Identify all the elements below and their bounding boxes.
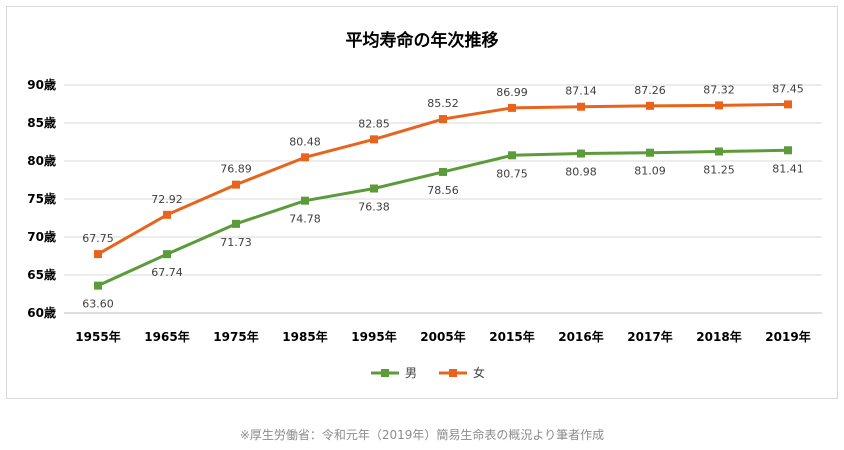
data-point-male [163,250,171,259]
source-note: ※厚生労働省：令和元年（2019年）簡易生命表の概況より筆者作成 [239,428,605,442]
x-tick-label: 2019年 [765,329,810,344]
chart-title: 平均寿命の年次推移 [346,30,499,51]
data-point-female [508,103,516,112]
data-label: 78.56 [427,184,459,197]
data-point-male [439,167,447,176]
series-line-female [97,102,789,256]
y-tick-label: 70歳 [27,229,56,244]
chart-frame [6,6,838,399]
x-tick-label: 2016年 [558,329,603,344]
data-label: 72.92 [151,193,183,206]
data-point-male [577,149,585,158]
data-label: 81.09 [634,165,666,178]
y-tick-label: 90歳 [27,77,56,92]
data-point-male [232,219,240,228]
x-tick-label: 1995年 [351,329,396,344]
data-point-female [577,102,585,111]
data-label: 82.85 [358,117,390,130]
legend-label: 女 [473,365,485,380]
x-tick-label: 2005年 [420,329,465,344]
data-label: 81.25 [703,164,735,177]
line-chart: 平均寿命の年次推移 60歳 65歳 70歳 75歳 80歳 85歳 90歳 1955年 1965年… [27,30,822,380]
y-tick-label: 80歳 [27,153,56,168]
data-label: 86.99 [496,86,528,99]
data-label: 80.48 [289,135,321,148]
data-point-female [163,210,171,219]
y-tick-label: 75歳 [27,191,56,206]
data-point-male [784,146,792,155]
x-tick-label: 1975年 [213,329,258,344]
x-tick-label: 1955年 [75,329,120,344]
data-label: 80.98 [565,166,597,179]
x-tick-label: 1965年 [144,329,189,344]
x-tick-label: 2015年 [489,329,534,344]
data-label: 87.14 [565,85,597,98]
data-label: 76.89 [220,163,252,176]
y-tick-label: 60歳 [27,305,56,320]
data-point-female [232,180,240,189]
data-label: 81.41 [772,162,804,175]
y-tick-label: 65歳 [27,267,56,282]
data-label: 87.26 [634,84,666,97]
data-label: 67.74 [151,266,183,279]
data-point-female [715,101,723,110]
data-label: 76.38 [358,201,390,214]
data-point-male [715,147,723,156]
legend-marker-female [449,369,457,377]
data-label: 63.60 [82,298,114,311]
data-label: 85.52 [427,97,459,110]
data-point-male [94,281,102,290]
data-point-female [646,101,654,110]
x-tick-label: 2018年 [696,329,741,344]
x-tick-label: 1985年 [282,329,327,344]
data-point-male [370,184,378,193]
legend-marker-male [381,369,389,377]
data-label: 71.73 [220,236,252,249]
data-point-female [784,100,792,109]
data-point-male [301,196,309,205]
data-point-female [370,135,378,144]
data-label: 87.32 [703,83,735,96]
data-point-male [508,151,516,160]
legend-label: 男 [405,366,417,380]
data-point-male [646,148,654,157]
data-label: 80.75 [496,167,528,180]
y-tick-label: 85歳 [27,115,56,130]
data-point-female [94,250,102,259]
x-tick-label: 2017年 [627,329,672,344]
data-label: 67.75 [82,232,114,245]
data-label: 74.78 [289,213,321,226]
data-point-female [439,115,447,124]
data-point-female [301,153,309,162]
data-label: 87.45 [772,82,804,95]
